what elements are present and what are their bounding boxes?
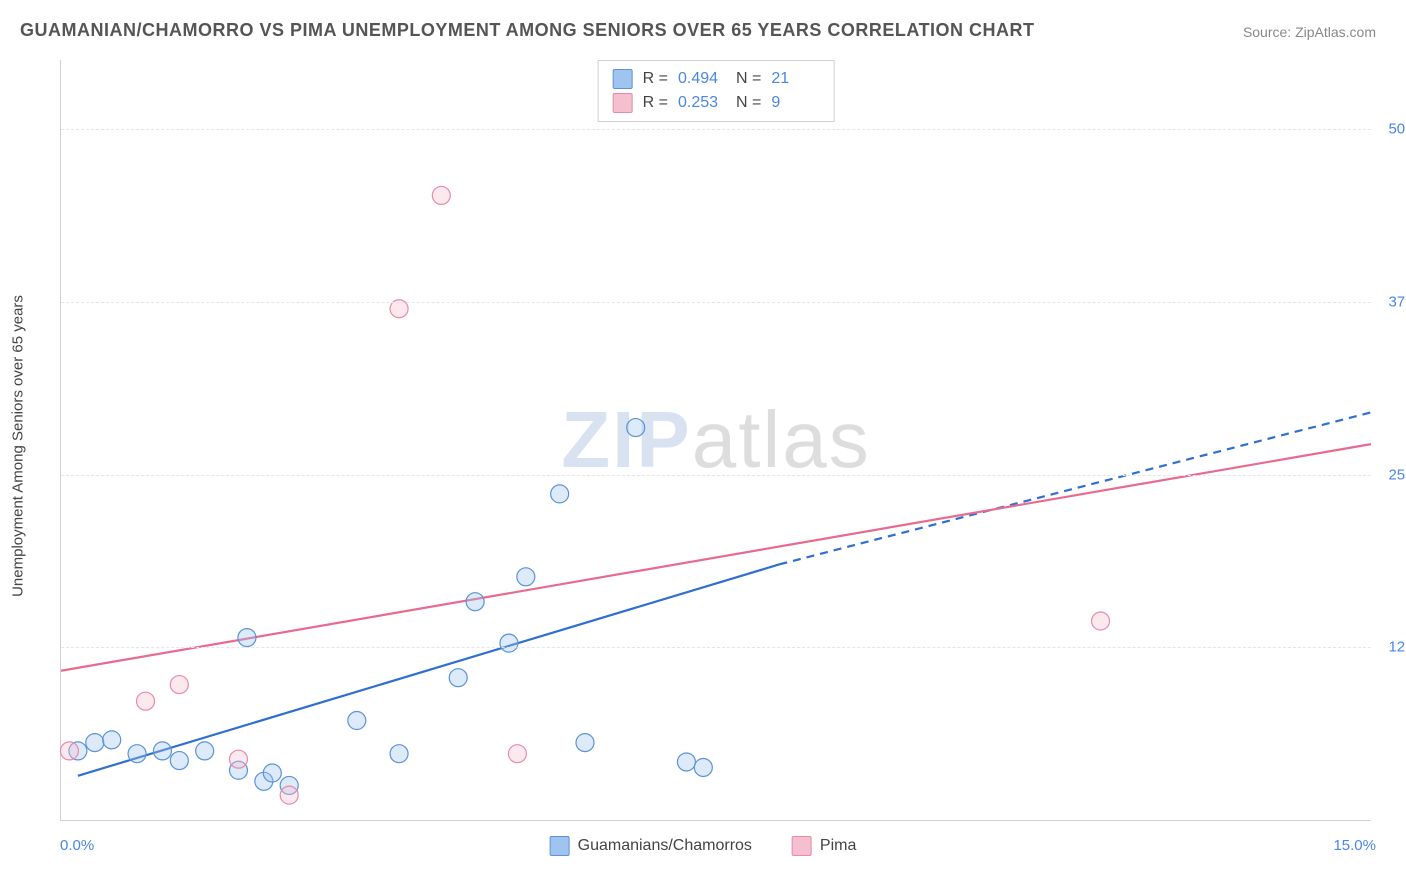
legend-item-series2: Pima: [792, 836, 856, 856]
trend-line: [61, 444, 1371, 671]
data-point: [86, 734, 104, 752]
data-point: [576, 734, 594, 752]
data-point: [263, 764, 281, 782]
y-tick-label: 50.0%: [1376, 121, 1406, 138]
stat-r-label: R =: [643, 67, 668, 91]
data-point: [508, 745, 526, 763]
trend-line: [78, 564, 779, 775]
stats-legend-row: R = 0.494 N = 21: [613, 67, 820, 91]
gridline: [61, 129, 1371, 130]
data-point: [694, 758, 712, 776]
chart-title: GUAMANIAN/CHAMORRO VS PIMA UNEMPLOYMENT …: [20, 20, 1035, 41]
stats-swatch-series1: [613, 69, 633, 89]
chart-container: GUAMANIAN/CHAMORRO VS PIMA UNEMPLOYMENT …: [0, 0, 1406, 892]
legend-item-series1: Guamanians/Chamorros: [550, 836, 752, 856]
y-tick-label: 25.0%: [1376, 466, 1406, 483]
stat-r-label: R =: [643, 91, 668, 115]
legend-label-series1: Guamanians/Chamorros: [578, 837, 752, 855]
data-point: [466, 593, 484, 611]
data-point: [60, 742, 78, 760]
legend-label-series2: Pima: [820, 837, 856, 855]
scatter-points: [60, 186, 1109, 804]
trend-lines: [61, 412, 1371, 775]
data-point: [449, 669, 467, 687]
stat-n-value-2: 9: [771, 91, 819, 115]
data-point: [128, 745, 146, 763]
stat-n-label: N =: [736, 91, 761, 115]
data-point: [432, 186, 450, 204]
stats-swatch-series2: [613, 93, 633, 113]
gridline: [61, 475, 1371, 476]
trend-line-dashed: [779, 412, 1371, 564]
gridline: [61, 647, 1371, 648]
stat-n-label: N =: [736, 67, 761, 91]
stat-n-value-1: 21: [771, 67, 819, 91]
data-point: [677, 753, 695, 771]
data-point: [551, 485, 569, 503]
plot-area: ZIPatlas R = 0.494 N = 21 R = 0.253 N = …: [60, 60, 1371, 821]
stats-legend: R = 0.494 N = 21 R = 0.253 N = 9: [598, 60, 835, 122]
series-legend: Guamanians/Chamorros Pima: [550, 836, 857, 856]
stats-legend-row: R = 0.253 N = 9: [613, 91, 820, 115]
x-axis-max-label: 15.0%: [1333, 837, 1376, 854]
source-name: ZipAtlas.com: [1295, 24, 1376, 40]
data-point: [196, 742, 214, 760]
data-point: [103, 731, 121, 749]
source-prefix: Source:: [1243, 24, 1295, 40]
chart-svg: [61, 60, 1371, 820]
stat-r-value-1: 0.494: [678, 67, 726, 91]
legend-swatch-series1: [550, 836, 570, 856]
data-point: [153, 742, 171, 760]
data-point: [238, 629, 256, 647]
data-point: [170, 752, 188, 770]
data-point: [348, 712, 366, 730]
data-point: [137, 692, 155, 710]
stat-r-value-2: 0.253: [678, 91, 726, 115]
y-tick-label: 37.5%: [1376, 293, 1406, 310]
data-point: [627, 419, 645, 437]
data-point: [500, 634, 518, 652]
data-point: [280, 786, 298, 804]
x-axis-min-label: 0.0%: [60, 837, 94, 854]
data-point: [390, 745, 408, 763]
source-attribution: Source: ZipAtlas.com: [1243, 24, 1376, 40]
y-axis-title: Unemployment Among Seniors over 65 years: [10, 295, 27, 597]
legend-swatch-series2: [792, 836, 812, 856]
data-point: [517, 568, 535, 586]
data-point: [170, 676, 188, 694]
gridline: [61, 302, 1371, 303]
y-tick-label: 12.5%: [1376, 639, 1406, 656]
data-point: [229, 750, 247, 768]
data-point: [1092, 612, 1110, 630]
